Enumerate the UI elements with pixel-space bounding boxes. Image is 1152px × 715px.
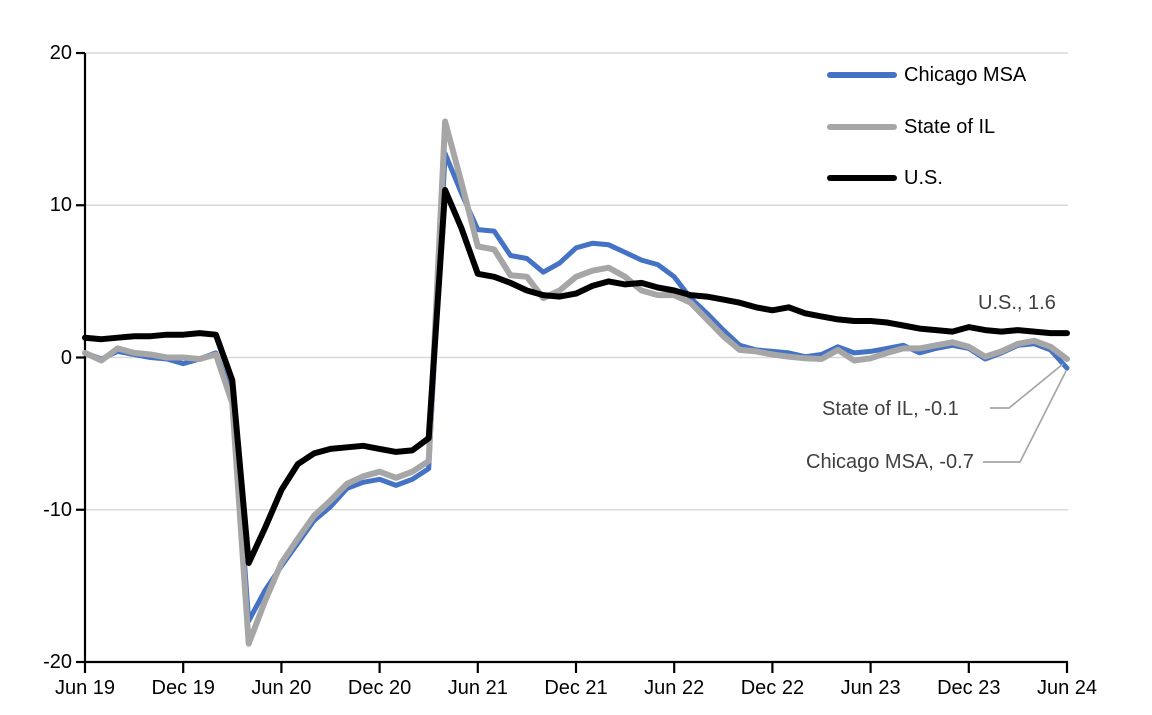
legend-label-us: U.S. — [904, 167, 943, 189]
leader-chicago-msa — [983, 370, 1067, 463]
legend-label-chicago-msa: Chicago MSA — [904, 64, 1027, 86]
x-tick-label-Dec-20: Dec 20 — [347, 677, 412, 699]
leader-state-of-il — [990, 363, 1064, 409]
y-tick-label-0: 0 — [60, 346, 72, 369]
x-tick-label-Jun-20: Jun 20 — [251, 677, 312, 699]
legend-item-state-of-il: State of IL — [827, 114, 995, 140]
annotation-state-of-il: State of IL, -0.1 — [822, 398, 959, 420]
legend-item-us: U.S. — [827, 165, 943, 191]
x-tick-label-Dec-19: Dec 19 — [151, 677, 215, 699]
state-of-il-line-swatch — [827, 124, 897, 130]
x-tick-label-Dec-23: Dec 23 — [937, 677, 1001, 699]
annotation-chicago-msa: Chicago MSA, -0.7 — [806, 451, 974, 473]
annotation-us: U.S., 1.6 — [978, 292, 1056, 314]
y-tick-label--20: -20 — [43, 651, 72, 673]
chicago-msa-line-swatch — [827, 72, 897, 78]
y-tick-label-10: 10 — [49, 194, 72, 217]
x-tick-label-Jun-22: Jun 22 — [644, 677, 705, 699]
y-tick-label-20: 20 — [49, 42, 72, 64]
legend-label-state-of-il: State of IL — [904, 116, 996, 138]
legend-item-chicago-msa: Chicago MSA — [827, 62, 1026, 88]
series-line-state-of-il — [82, 118, 1070, 647]
series-line-u-s — [82, 187, 1070, 566]
x-tick-label-Jun-21: Jun 21 — [447, 677, 508, 699]
x-tick-label-Dec-21: Dec 21 — [544, 677, 608, 699]
x-tick-label-Dec-22: Dec 22 — [740, 677, 805, 699]
x-tick-label-Jun-24: Jun 24 — [1036, 677, 1098, 699]
y-tick-label--10: -10 — [43, 498, 72, 521]
x-tick-label-Jun-23: Jun 23 — [840, 677, 901, 699]
us-line-swatch — [827, 175, 897, 181]
x-tick-label-Jun-19: Jun 19 — [54, 677, 116, 699]
